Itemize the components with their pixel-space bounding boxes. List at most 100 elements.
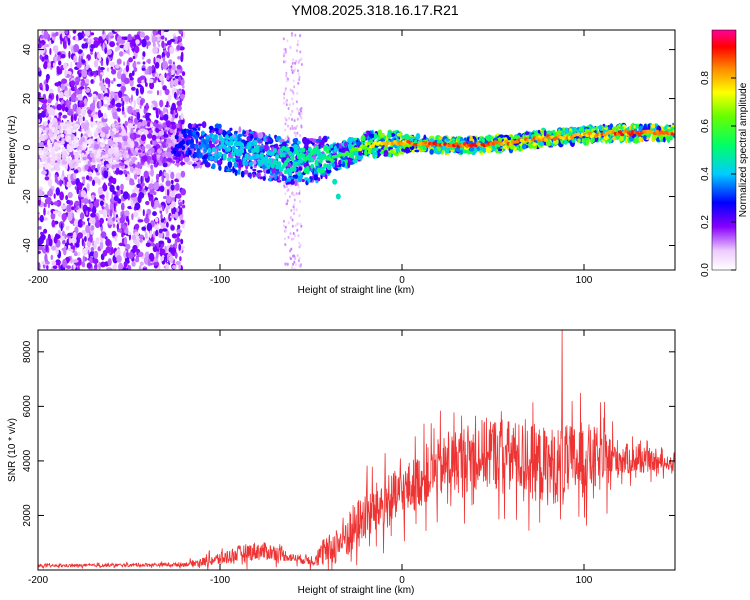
noise-mark [55,31,59,36]
spectral-mark [643,135,647,140]
noise-mark [180,188,186,196]
spectral-mark [105,143,109,151]
ridge-mark [286,147,291,152]
noise-mark [168,247,174,253]
noise-mark [166,75,170,81]
spectral-mark [61,160,68,165]
spectral-mark [90,161,96,166]
noise-mark [114,235,117,242]
noise-mark [70,75,75,79]
noise-mark [61,230,65,237]
spectral-mark [629,125,632,131]
noise-mark [132,109,137,116]
spectral-mark [83,161,88,165]
noise-mark [131,213,134,221]
noise-mark [154,217,159,223]
noise-mark [84,84,88,90]
spectral-mark [278,138,285,142]
noise-mark [297,259,300,263]
noise-mark [296,107,298,111]
noise-mark [105,246,112,254]
noise-mark [44,44,50,48]
noise-mark [127,218,130,226]
noise-mark [283,101,286,105]
noise-mark [48,188,53,197]
ridge-mark [205,138,210,144]
noise-mark [167,188,170,197]
noise-mark [79,49,83,53]
noise-mark [105,218,108,221]
spectral-mark [49,133,54,138]
noise-mark [88,219,92,224]
noise-mark [65,265,72,269]
noise-mark [89,202,94,209]
noise-mark [171,213,176,218]
spectral-mark [415,133,421,140]
spectral-mark [81,152,85,156]
noise-mark [284,128,287,132]
noise-mark [106,267,113,270]
noise-mark [128,72,133,79]
noise-mark [38,67,41,72]
noise-mark [284,116,287,120]
noise-mark [142,267,147,270]
ridge-mark [629,132,633,137]
noise-mark [150,168,155,177]
noise-mark [122,95,126,102]
noise-mark [147,258,151,267]
noise-mark [135,108,140,113]
noise-mark [297,39,300,43]
noise-mark [125,251,129,258]
noise-mark [173,79,179,87]
ridge-mark [587,131,592,136]
spectral-mark [237,168,241,175]
noise-mark [52,210,58,215]
noise-mark [121,232,124,238]
spectral-mark [40,150,43,155]
noise-mark [147,90,153,94]
noise-mark [284,48,287,51]
ridge-mark [194,134,199,140]
spectral-mark [38,147,42,152]
noise-mark [105,191,109,201]
spectral-mark [178,131,183,134]
spectral-mark [256,170,263,173]
spectral-mark [266,136,269,141]
spectral-mark [50,162,57,166]
noise-mark [51,245,57,251]
noise-mark [86,241,92,247]
noise-mark [142,51,146,58]
noise-mark [133,99,136,108]
spectral-mark [634,123,638,131]
noise-mark [284,89,287,93]
noise-mark [100,61,104,66]
spectral-mark [91,158,96,163]
spectral-mark [269,145,273,148]
noise-mark [44,61,48,65]
noise-mark [137,178,140,185]
spectral-mark [102,154,108,159]
noise-mark [164,37,167,42]
noise-mark [70,61,73,70]
branch-mark [326,164,332,171]
spectral-mark [111,123,116,128]
noise-mark [47,116,52,121]
noise-mark [151,64,155,71]
noise-mark [99,112,104,118]
noise-mark [292,262,294,266]
spectral-mark [159,155,163,162]
noise-mark [286,189,289,193]
noise-mark [149,81,155,90]
noise-mark [296,117,299,121]
noise-mark [38,113,44,118]
noise-mark [149,78,154,84]
spectral-mark [485,147,492,153]
noise-mark [151,34,157,44]
noise-mark [136,183,141,188]
noise-mark [299,222,302,226]
spectral-mark [217,160,222,165]
spectral-mark [94,143,100,150]
spectral-mark [179,161,186,166]
spectral-mark [238,126,242,133]
spectral-mark [437,147,441,152]
